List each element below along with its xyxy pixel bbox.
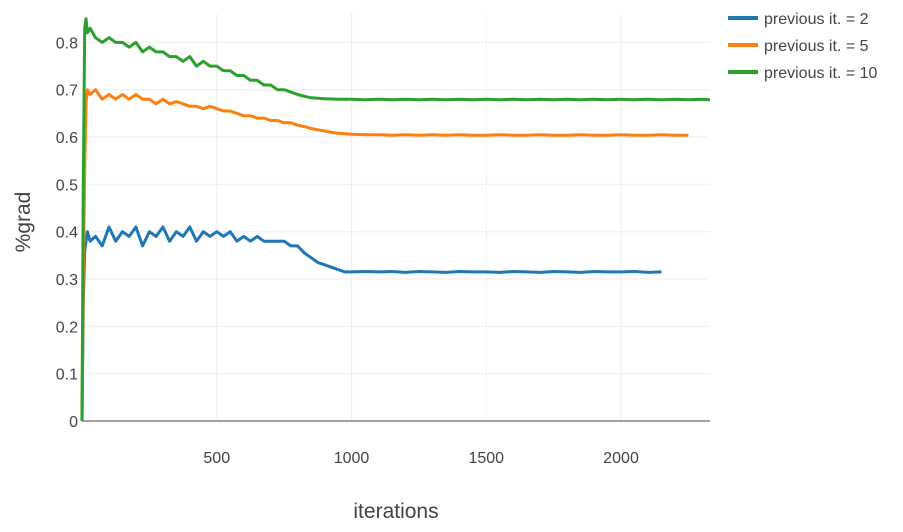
y-tick-label: 0.3 [56, 272, 78, 289]
x-tick-label: 2000 [603, 450, 639, 467]
tick-labels: 0 0.1 0.2 0.3 0.4 0.5 0.6 0.7 0.8 500 1000 1500 2000 [56, 35, 639, 467]
series-line-3 [80, 17, 711, 422]
series-line-1 [80, 225, 662, 422]
y-tick-label: 0.6 [56, 130, 78, 147]
y-tick-label: 0.7 [56, 83, 78, 100]
series-line-2 [80, 88, 689, 422]
y-tick-label: 0.8 [56, 35, 78, 52]
y-tick-label: 0.1 [56, 367, 78, 384]
legend-item-2[interactable]: previous it. = 5 [728, 38, 869, 55]
legend-label: previous it. = 10 [764, 65, 878, 82]
legend-item-1[interactable]: previous it. = 2 [728, 11, 869, 28]
y-tick-label: 0.5 [56, 177, 78, 194]
legend-label: previous it. = 5 [764, 38, 869, 55]
x-tick-label: 500 [203, 450, 230, 467]
y-tick-label: 0 [69, 414, 78, 431]
y-tick-label: 0.4 [56, 225, 78, 242]
legend-item-3[interactable]: previous it. = 10 [728, 65, 878, 82]
x-axis-title: iterations [353, 500, 438, 523]
legend-label: previous it. = 2 [764, 11, 869, 28]
y-tick-label: 0.2 [56, 319, 78, 336]
legend[interactable]: previous it. = 2 previous it. = 5 previous… [728, 11, 878, 82]
x-tick-label: 1000 [334, 450, 370, 467]
x-tick-label: 1500 [468, 450, 504, 467]
y-axis-title: %grad [12, 192, 35, 253]
series-lines [80, 17, 711, 422]
gridlines [82, 14, 710, 421]
